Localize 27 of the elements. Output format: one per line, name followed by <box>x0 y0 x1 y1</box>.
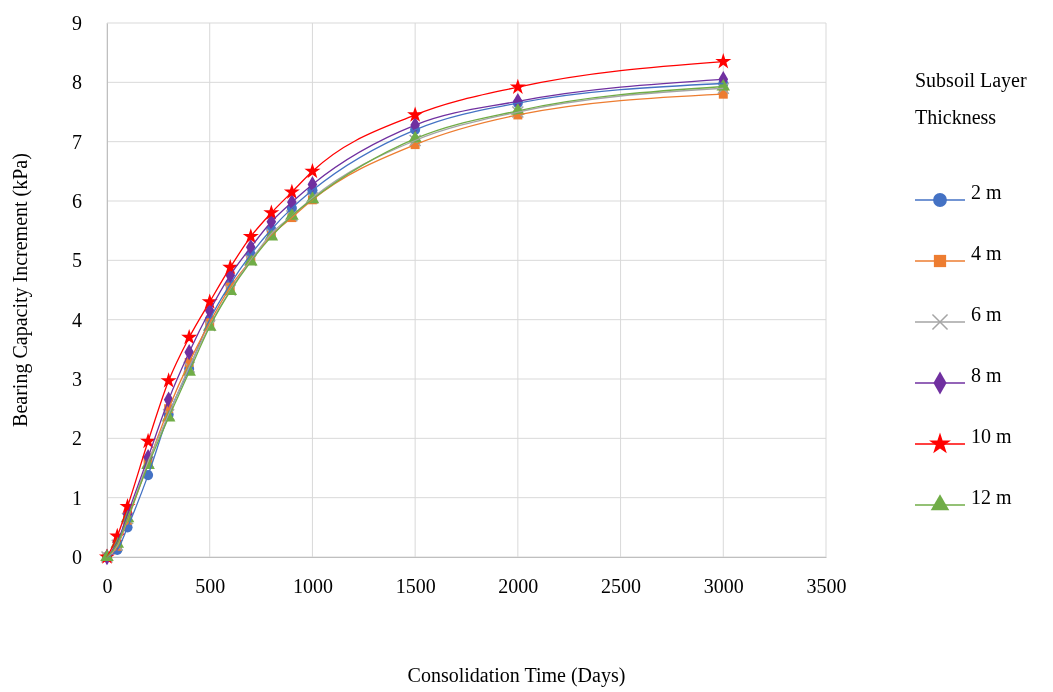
y-tick-label: 1 <box>72 486 82 509</box>
y-tick-label: 7 <box>72 130 82 153</box>
y-axis-title: Bearing Capacity Increment (kPa) <box>9 153 32 427</box>
x-tick-label: 1000 <box>292 575 333 598</box>
x-tick-label: 2500 <box>601 575 642 598</box>
legend-label: 6 m <box>971 303 1002 325</box>
y-tick-label: 2 <box>72 427 82 450</box>
y-tick-label: 4 <box>72 308 82 331</box>
y-tick-label: 0 <box>72 545 82 568</box>
x-tick-label: 1500 <box>395 575 436 598</box>
y-tick-label: 5 <box>72 249 82 272</box>
y-tick-label: 6 <box>72 189 82 212</box>
x-tick-label: 0 <box>102 575 113 598</box>
y-tick-label: 3 <box>72 367 82 390</box>
legend-label: 4 m <box>971 242 1002 264</box>
x-tick-label: 3000 <box>703 575 744 598</box>
y-tick-label: 9 <box>72 11 82 34</box>
x-tick-label: 500 <box>195 575 226 598</box>
y-tick-label: 8 <box>72 71 82 94</box>
legend-label: 10 m <box>971 425 1012 447</box>
legend-label: 8 m <box>971 364 1002 386</box>
legend-label: 2 m <box>971 181 1002 203</box>
x-tick-label: 2000 <box>498 575 539 598</box>
legend-title: Subsoil Layer Thickness <box>915 69 1027 128</box>
x-tick-label: 3500 <box>806 575 847 598</box>
x-axis-title: Consolidation Time (Days) <box>407 664 626 687</box>
legend-label: 12 m <box>971 486 1012 508</box>
